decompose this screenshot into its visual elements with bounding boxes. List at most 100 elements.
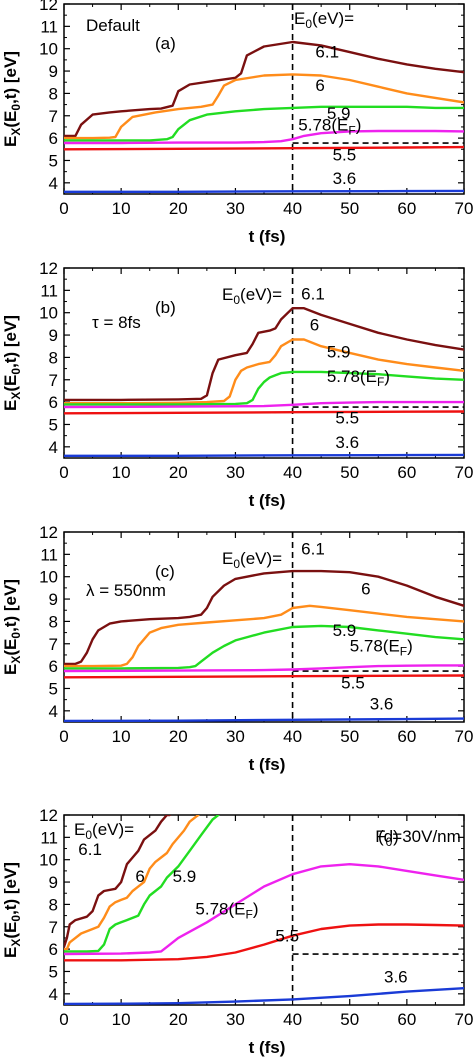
curve-label: 3.6 bbox=[335, 433, 359, 452]
x-tick-label: 10 bbox=[112, 727, 131, 746]
x-tick-label: 20 bbox=[169, 463, 188, 482]
y-tick-label: 12 bbox=[39, 0, 58, 14]
annotation: τ = 8fs bbox=[92, 313, 141, 332]
series-group bbox=[64, 40, 464, 194]
x-tick-label: 50 bbox=[340, 463, 359, 482]
x-tick-label: 50 bbox=[340, 727, 359, 746]
x-tick-label: 50 bbox=[340, 199, 359, 218]
y-tick-label: 9 bbox=[49, 62, 58, 81]
x-axis-label: t (fs) bbox=[249, 491, 286, 510]
x-tick-label: 70 bbox=[455, 199, 474, 218]
y-tick-label: 10 bbox=[39, 568, 58, 587]
curve-label: 6 bbox=[310, 316, 319, 335]
series-group bbox=[64, 569, 464, 722]
y-tick-label: 10 bbox=[39, 40, 58, 59]
y-tick-label: 4 bbox=[49, 702, 58, 721]
x-tick-label: 0 bbox=[59, 727, 68, 746]
x-axis-label: t (fs) bbox=[249, 227, 286, 246]
x-axis-label: t (fs) bbox=[249, 755, 286, 774]
curve-label: 5.9 bbox=[327, 104, 351, 123]
y-tick-label: 8 bbox=[49, 84, 58, 103]
y-tick-label: 5 bbox=[49, 962, 58, 981]
x-tick-label: 30 bbox=[226, 1010, 245, 1029]
y-axis-label: EX(E0,t) [eV] bbox=[1, 579, 23, 675]
series-line-6 bbox=[64, 338, 464, 405]
x-tick-label: 70 bbox=[455, 463, 474, 482]
series-line-61 bbox=[64, 307, 464, 402]
y-tick-label: 8 bbox=[49, 895, 58, 914]
series-line-578EF bbox=[64, 863, 464, 956]
series-line-59 bbox=[64, 105, 464, 142]
series-line-36 bbox=[64, 189, 464, 194]
x-tick-label: 50 bbox=[340, 1010, 359, 1029]
panel-label: (c) bbox=[155, 562, 175, 581]
x-tick-label: 30 bbox=[226, 463, 245, 482]
y-tick-label: 11 bbox=[40, 828, 58, 847]
y-axis-label: EX(E0,t) [eV] bbox=[1, 315, 23, 411]
panel-label: (d) bbox=[378, 827, 399, 846]
y-tick-label: 5 bbox=[49, 415, 58, 434]
curve-label: 6 bbox=[361, 580, 370, 599]
curve-label: 6 bbox=[315, 76, 324, 95]
y-tick-label: 7 bbox=[49, 918, 58, 937]
x-tick-label: 20 bbox=[169, 727, 188, 746]
curve-label: 6 bbox=[135, 867, 144, 886]
y-tick-label: 10 bbox=[39, 851, 58, 870]
x-tick-label: 0 bbox=[59, 1010, 68, 1029]
y-tick-label: 6 bbox=[49, 129, 58, 148]
x-tick-label: 20 bbox=[169, 199, 188, 218]
y-tick-label: 9 bbox=[49, 326, 58, 345]
x-tick-label: 10 bbox=[112, 199, 131, 218]
y-tick-label: 5 bbox=[49, 151, 58, 170]
y-tick-label: 6 bbox=[49, 940, 58, 959]
y-tick-label: 8 bbox=[49, 348, 58, 367]
y-tick-label: 5 bbox=[49, 679, 58, 698]
x-axis-label: t (fs) bbox=[249, 1038, 286, 1057]
panel-b: 0 10 20 30 40 50 60 70 t (fs) 4 5 6 7 8 9 10 11 12 EX(E0,t… bbox=[1, 259, 473, 510]
annotation: Default bbox=[86, 16, 140, 35]
panel-label: (a) bbox=[155, 34, 176, 53]
y-tick-label: 4 bbox=[49, 985, 58, 1004]
x-tick-label: 60 bbox=[397, 727, 416, 746]
y-tick-label: 11 bbox=[40, 281, 58, 300]
series-line-6 bbox=[64, 815, 200, 951]
y-tick-label: 7 bbox=[49, 371, 58, 390]
y-tick-label: 6 bbox=[49, 393, 58, 412]
x-tick-label: 60 bbox=[397, 1010, 416, 1029]
y-tick-label: 9 bbox=[49, 590, 58, 609]
series-line-6 bbox=[64, 604, 464, 668]
series-line-61 bbox=[64, 40, 464, 138]
x-tick-label: 20 bbox=[169, 1010, 188, 1029]
y-axis-label: EX(E0,t) [eV] bbox=[1, 862, 23, 958]
series-group bbox=[64, 307, 464, 457]
x-tick-label: 40 bbox=[283, 727, 302, 746]
x-tick-label: 70 bbox=[455, 1010, 474, 1029]
series-line-59 bbox=[64, 624, 464, 670]
series-line-59 bbox=[64, 370, 464, 406]
panel-d: 0 10 20 30 40 50 60 70 t (fs) 4 5 6 7 8 9 10 11 12 EX(E0,t… bbox=[1, 806, 473, 1057]
y-tick-label: 4 bbox=[49, 174, 58, 193]
series-line-55 bbox=[64, 410, 464, 415]
y-tick-label: 11 bbox=[40, 17, 58, 36]
y-tick-label: 12 bbox=[39, 806, 58, 825]
x-tick-label: 0 bbox=[59, 463, 68, 482]
annotation: F0=30V/nm bbox=[375, 827, 461, 849]
x-tick-label: 10 bbox=[112, 1010, 131, 1029]
y-tick-label: 7 bbox=[49, 107, 58, 126]
x-tick-label: 60 bbox=[397, 463, 416, 482]
series-line-578EF bbox=[64, 400, 464, 409]
y-tick-label: 11 bbox=[40, 545, 58, 564]
y-tick-label: 8 bbox=[49, 612, 58, 631]
x-tick-label: 0 bbox=[59, 199, 68, 218]
y-tick-label: 7 bbox=[49, 635, 58, 654]
curve-label: 3.6 bbox=[333, 169, 357, 188]
curve-label: 6.1 bbox=[315, 43, 339, 62]
x-tick-label: 30 bbox=[226, 727, 245, 746]
series-line-55 bbox=[64, 674, 464, 679]
y-tick-label: 12 bbox=[39, 523, 58, 542]
curve-label: 5.78(EF) bbox=[327, 367, 390, 389]
curve-label: 3.6 bbox=[384, 968, 408, 987]
annotation: λ = 550nm bbox=[86, 581, 166, 600]
x-tick-label: 30 bbox=[226, 199, 245, 218]
series-line-61 bbox=[64, 569, 464, 666]
